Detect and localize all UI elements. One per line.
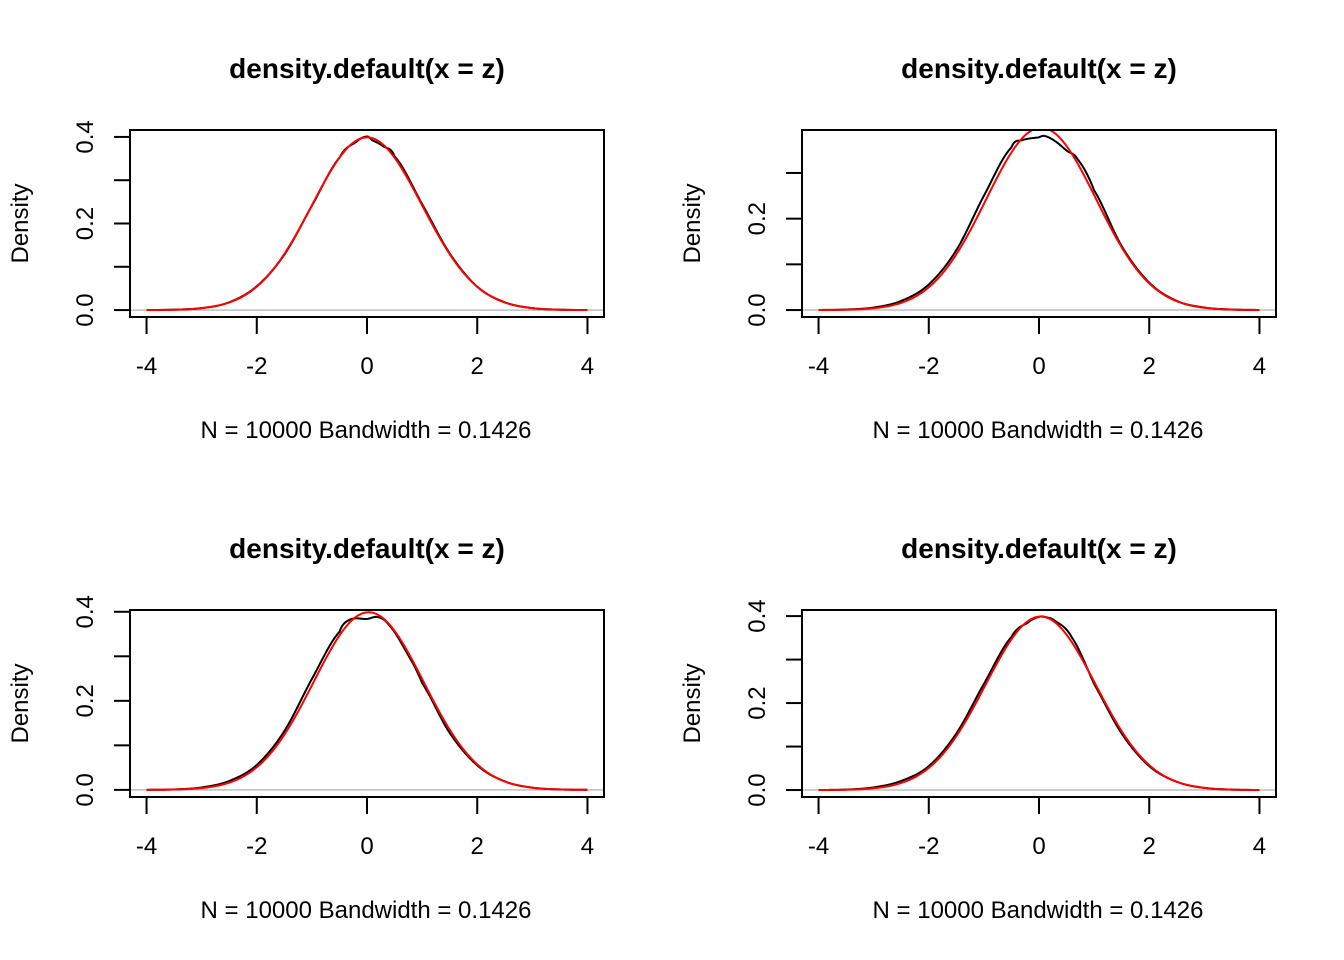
y-tick-label: 0.0 bbox=[744, 773, 771, 806]
y-tick-label: 0.0 bbox=[72, 293, 99, 326]
x-tick-label: -4 bbox=[136, 833, 157, 860]
x-tick-label: -2 bbox=[918, 833, 939, 860]
x-tick-label: 4 bbox=[1253, 353, 1266, 380]
y-tick-label: 0.2 bbox=[72, 207, 99, 240]
x-tick-label: 0 bbox=[360, 833, 373, 860]
x-tick-label: 2 bbox=[1143, 353, 1156, 380]
x-tick-label: 4 bbox=[581, 833, 594, 860]
y-tick-label: 0.4 bbox=[72, 120, 99, 153]
density-panel-bottom-left: density.default(x = z) N = 10000 Bandwid… bbox=[7, 533, 605, 924]
y-tick-label: 0.0 bbox=[744, 293, 771, 326]
kde-curve bbox=[146, 135, 588, 312]
panel-title: density.default(x = z) bbox=[229, 53, 505, 84]
y-tick-label: 0.0 bbox=[72, 773, 99, 806]
x-tick-label: 0 bbox=[1032, 833, 1045, 860]
x-tick-label: -4 bbox=[808, 353, 829, 380]
normal-curve bbox=[146, 136, 588, 312]
x-tick-label: 2 bbox=[1143, 833, 1156, 860]
x-tick-label: -2 bbox=[246, 833, 267, 860]
x-tick-label: 2 bbox=[471, 353, 484, 380]
x-axis-label: N = 10000 Bandwidth = 0.1426 bbox=[873, 417, 1204, 444]
density-panel-top-left: density.default(x = z) N = 10000 Bandwid… bbox=[7, 53, 605, 444]
x-tick-label: 4 bbox=[581, 353, 594, 380]
kde-curve bbox=[818, 134, 1260, 311]
x-tick-label: 2 bbox=[471, 833, 484, 860]
y-axis-label: Density bbox=[679, 663, 706, 743]
x-axis-label: N = 10000 Bandwidth = 0.1426 bbox=[873, 897, 1204, 924]
plot-frame bbox=[129, 609, 605, 798]
normal-curve bbox=[818, 615, 1260, 791]
y-axis-label: Density bbox=[7, 183, 34, 263]
normal-curve bbox=[818, 130, 1260, 311]
plot-frame bbox=[801, 609, 1277, 798]
y-tick-label: 0.2 bbox=[744, 686, 771, 719]
density-panel-bottom-right: density.default(x = z) N = 10000 Bandwid… bbox=[679, 533, 1277, 924]
x-tick-label: 0 bbox=[360, 353, 373, 380]
y-tick-label: 0.4 bbox=[72, 595, 99, 628]
panel-title: density.default(x = z) bbox=[229, 533, 505, 564]
x-tick-label: -4 bbox=[808, 833, 829, 860]
x-tick-label: 0 bbox=[1032, 353, 1045, 380]
x-axis-label: N = 10000 Bandwidth = 0.1426 bbox=[201, 417, 532, 444]
y-axis-label: Density bbox=[7, 663, 34, 743]
y-tick-label: 0.4 bbox=[744, 599, 771, 632]
kde-curve bbox=[818, 615, 1260, 791]
x-axis-label: N = 10000 Bandwidth = 0.1426 bbox=[201, 897, 532, 924]
x-tick-label: -2 bbox=[246, 353, 267, 380]
normal-curve bbox=[146, 611, 588, 791]
plot-frame bbox=[801, 129, 1277, 318]
x-tick-label: -4 bbox=[136, 353, 157, 380]
y-tick-label: 0.2 bbox=[744, 202, 771, 235]
x-tick-label: 4 bbox=[1253, 833, 1266, 860]
y-axis-label: Density bbox=[679, 183, 706, 263]
kde-curve bbox=[146, 615, 588, 791]
x-tick-label: -2 bbox=[918, 353, 939, 380]
panel-title: density.default(x = z) bbox=[901, 53, 1177, 84]
plot-frame bbox=[129, 129, 605, 318]
density-panel-top-right: density.default(x = z) N = 10000 Bandwid… bbox=[679, 53, 1277, 444]
panel-title: density.default(x = z) bbox=[901, 533, 1177, 564]
y-tick-label: 0.2 bbox=[72, 684, 99, 717]
